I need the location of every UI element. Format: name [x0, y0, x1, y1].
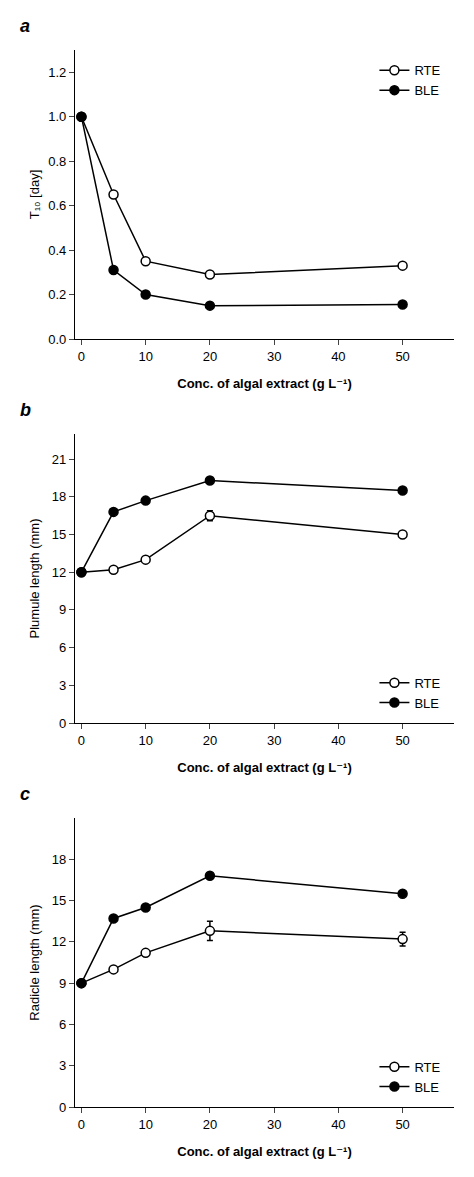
svg-text:30: 30: [267, 733, 281, 748]
svg-text:12: 12: [52, 934, 66, 949]
svg-text:RTE: RTE: [414, 1060, 440, 1075]
svg-text:b: b: [20, 400, 31, 420]
svg-text:10: 10: [138, 733, 152, 748]
svg-text:1.0: 1.0: [48, 109, 66, 124]
svg-text:T₁₀ [day]: T₁₀ [day]: [27, 170, 42, 220]
svg-text:RTE: RTE: [414, 676, 440, 691]
svg-text:40: 40: [331, 733, 345, 748]
svg-text:0.8: 0.8: [48, 154, 66, 169]
svg-text:20: 20: [203, 1117, 217, 1132]
svg-text:a: a: [20, 16, 30, 36]
svg-text:0: 0: [59, 716, 66, 731]
svg-text:15: 15: [52, 893, 66, 908]
svg-text:3: 3: [59, 678, 66, 693]
svg-text:1.2: 1.2: [48, 65, 66, 80]
svg-text:c: c: [20, 784, 30, 804]
svg-text:12: 12: [52, 565, 66, 580]
svg-text:9: 9: [59, 602, 66, 617]
svg-text:50: 50: [395, 733, 409, 748]
svg-text:BLE: BLE: [414, 696, 439, 711]
svg-text:50: 50: [395, 1117, 409, 1132]
svg-text:30: 30: [267, 1117, 281, 1132]
svg-text:0.0: 0.0: [48, 332, 66, 347]
svg-text:0.2: 0.2: [48, 287, 66, 302]
svg-text:0: 0: [59, 1100, 66, 1115]
svg-text:6: 6: [59, 1017, 66, 1032]
svg-text:40: 40: [331, 349, 345, 364]
svg-text:Conc. of algal extract (g L⁻¹): Conc. of algal extract (g L⁻¹): [177, 760, 351, 775]
svg-text:Conc. of algal extract (g L⁻¹): Conc. of algal extract (g L⁻¹): [177, 376, 351, 391]
svg-text:20: 20: [203, 733, 217, 748]
svg-text:0.4: 0.4: [48, 243, 66, 258]
svg-text:50: 50: [395, 349, 409, 364]
svg-text:3: 3: [59, 1058, 66, 1073]
svg-text:0: 0: [78, 733, 85, 748]
svg-text:BLE: BLE: [414, 1080, 439, 1095]
svg-text:0: 0: [78, 349, 85, 364]
svg-text:21: 21: [52, 452, 66, 467]
svg-text:18: 18: [52, 852, 66, 867]
svg-text:30: 30: [267, 349, 281, 364]
svg-text:40: 40: [331, 1117, 345, 1132]
svg-text:0: 0: [78, 1117, 85, 1132]
svg-text:Plumule length (mm): Plumule length (mm): [27, 519, 42, 639]
svg-text:10: 10: [138, 349, 152, 364]
svg-text:RTE: RTE: [414, 63, 440, 78]
svg-text:0.6: 0.6: [48, 198, 66, 213]
svg-text:BLE: BLE: [414, 83, 439, 98]
svg-text:Radicle length (mm): Radicle length (mm): [27, 904, 42, 1020]
svg-text:Conc. of algal extract (g L⁻¹): Conc. of algal extract (g L⁻¹): [177, 1144, 351, 1159]
svg-text:15: 15: [52, 527, 66, 542]
svg-text:18: 18: [52, 489, 66, 504]
svg-text:9: 9: [59, 976, 66, 991]
svg-text:20: 20: [203, 349, 217, 364]
svg-text:10: 10: [138, 1117, 152, 1132]
svg-text:6: 6: [59, 640, 66, 655]
